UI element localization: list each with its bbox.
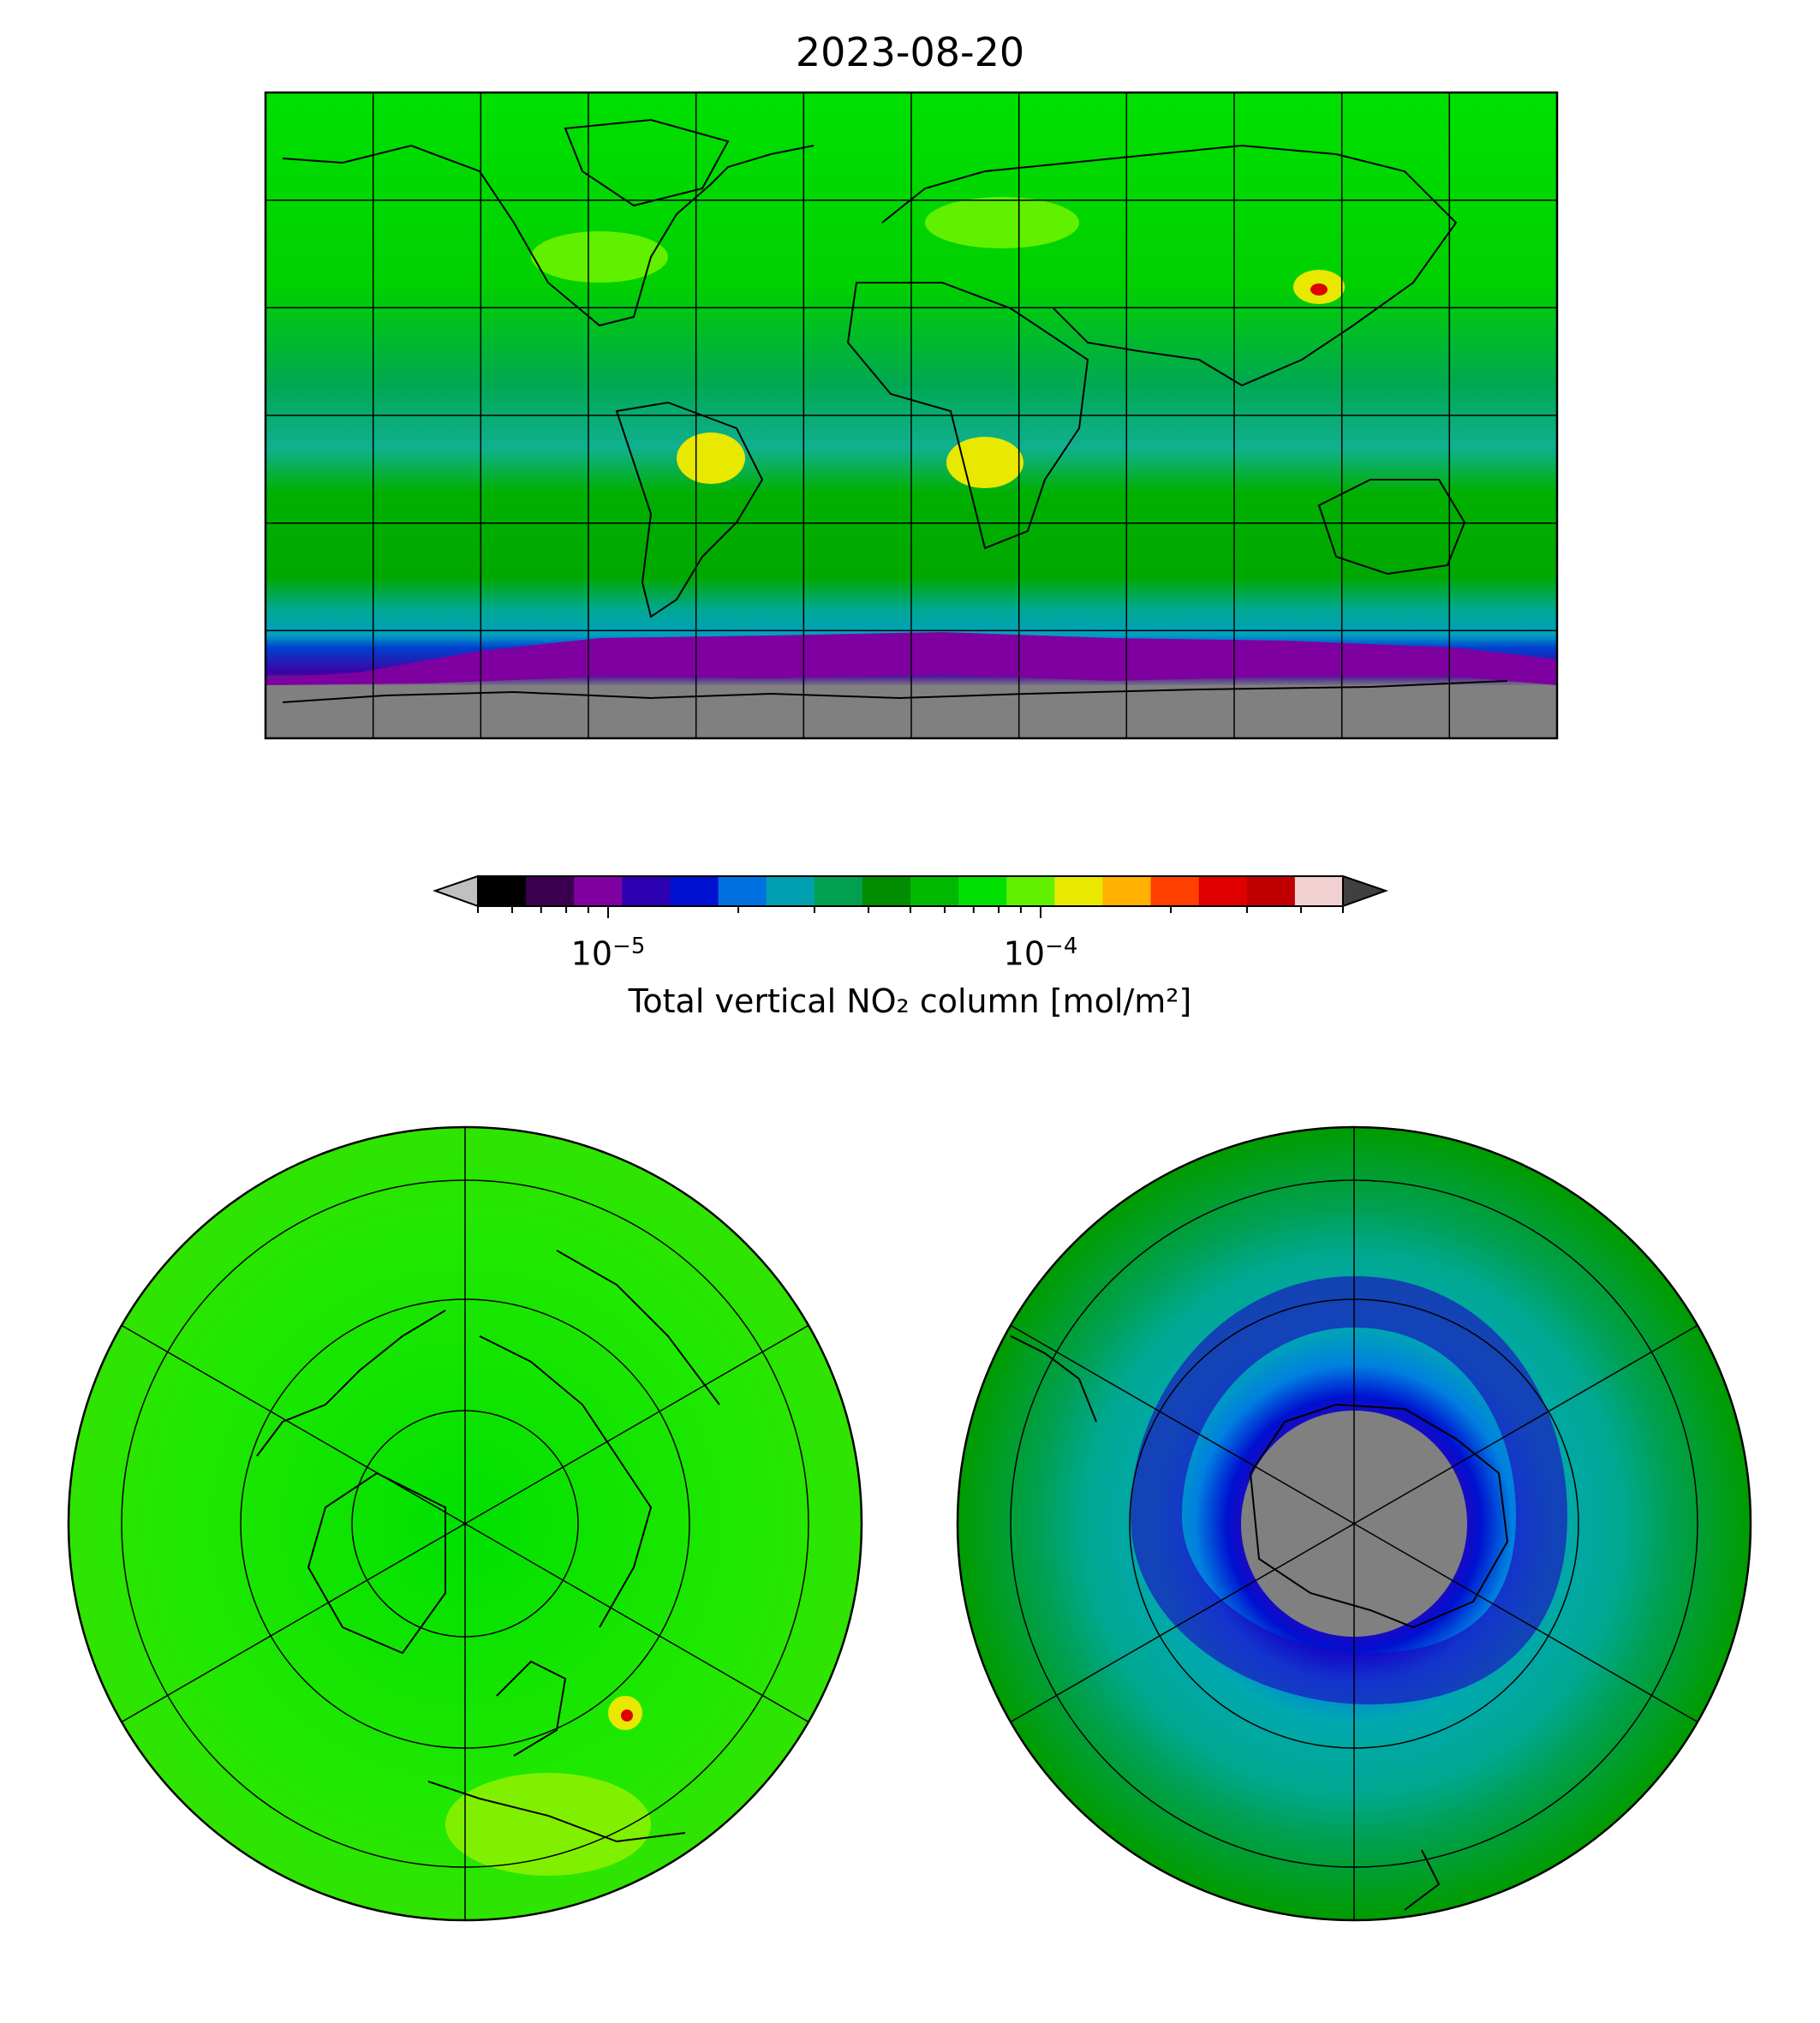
hotspot-south-america xyxy=(677,433,745,484)
colorbar-segment xyxy=(670,876,719,906)
north-coast-canada xyxy=(256,1310,446,1457)
colorbar-label: Total vertical NO₂ column [mol/m²] xyxy=(628,982,1192,1020)
colorbar-segment xyxy=(1294,876,1344,906)
hotspot-europe xyxy=(925,197,1079,248)
north-gridlines xyxy=(121,1127,809,1920)
colorbar-segment xyxy=(958,876,1007,906)
colorbar-segment xyxy=(862,876,911,906)
colorbar-segment xyxy=(1054,876,1103,906)
colorbar-segments xyxy=(478,876,1344,906)
colorbar-segment xyxy=(766,876,815,906)
colorbar-ticks xyxy=(477,906,1344,918)
coast-south-america xyxy=(615,401,764,618)
colorbar-tick-label: 10−5 xyxy=(570,934,646,973)
colorbar-tick-label: 10−4 xyxy=(1003,934,1078,973)
colorbar-segment xyxy=(574,876,623,906)
south-gridlines xyxy=(1010,1127,1698,1920)
colorbar-segment xyxy=(1102,876,1152,906)
colorbar-segment xyxy=(622,876,671,906)
colorbar-segment xyxy=(718,876,767,906)
coast-north-america xyxy=(282,144,815,327)
hotspot-africa xyxy=(946,437,1023,488)
coast-australia xyxy=(1317,479,1466,576)
north-coast-europe xyxy=(427,1781,686,1843)
colorbar-segment xyxy=(910,876,959,906)
south-coast-new-zealand xyxy=(1404,1849,1441,1911)
south-coast-south-america xyxy=(1010,1335,1097,1423)
coast-eurasia xyxy=(881,144,1458,387)
figure-title: 2023-08-20 xyxy=(795,29,1025,75)
colorbar-segment xyxy=(1006,876,1055,906)
coast-greenland xyxy=(564,118,730,207)
south-pole-frame xyxy=(956,1125,1752,1922)
north-coast-alaska xyxy=(556,1250,720,1405)
colorbar-segment xyxy=(526,876,575,906)
north-hotspot-europe xyxy=(445,1773,651,1876)
south-ozone-ring xyxy=(1130,1275,1568,1705)
hotspot-north-america xyxy=(531,231,668,283)
north-pole-frame xyxy=(67,1125,863,1922)
coast-antarctica xyxy=(282,680,1508,703)
north-coast-siberia xyxy=(479,1335,653,1628)
colorbar-segment xyxy=(1198,876,1248,906)
colorbar-segment xyxy=(814,876,863,906)
south-coast-antarctica xyxy=(1249,1403,1509,1629)
world-gridlines xyxy=(266,92,1557,738)
world-map-frame xyxy=(264,91,1559,740)
colorbar-segment xyxy=(478,876,527,906)
north-coast-scandinavia xyxy=(496,1660,567,1757)
colorbar-segment xyxy=(1150,876,1200,906)
colorbar-segment xyxy=(1246,876,1296,906)
